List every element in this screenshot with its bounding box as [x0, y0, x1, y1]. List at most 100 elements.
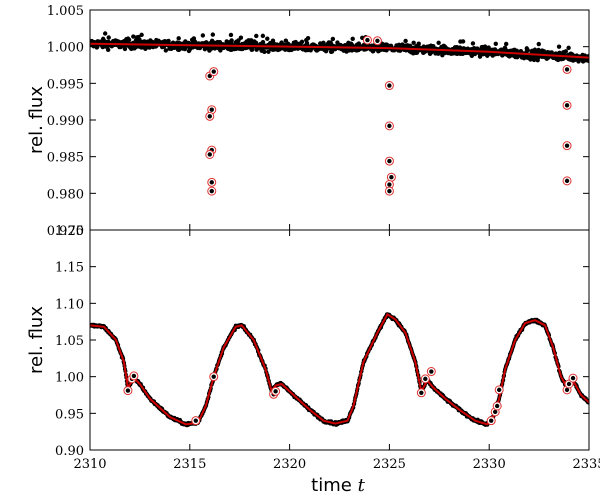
ytick-label: 1.005 [47, 4, 84, 19]
data-point [493, 41, 498, 46]
ytick-label: 0.975 [47, 224, 84, 239]
top-panel: 0.980 0.985 0.990 0.995 1.000 1.005 0.975 rel.… [26, 4, 590, 239]
data-point [139, 32, 144, 38]
bottom-xlabel: time t [311, 475, 365, 496]
ytick-label: 1.15 [55, 261, 84, 276]
outlier-point [489, 418, 494, 423]
data-point [299, 39, 305, 44]
data-point [531, 57, 537, 63]
data-point [436, 40, 441, 45]
data-point [403, 38, 408, 44]
xtick-label: 2325 [373, 457, 406, 472]
data-point [265, 36, 270, 41]
plot-area [90, 31, 589, 196]
data-point [246, 38, 251, 43]
xtick-label: 2320 [273, 457, 306, 472]
data-point [134, 35, 139, 40]
bottom-xlabel-text: time [311, 475, 352, 496]
data-point [131, 34, 136, 39]
data-point [122, 46, 128, 52]
xtick-label: 2315 [173, 457, 206, 472]
outlier-point [496, 387, 502, 393]
data-point [210, 32, 216, 37]
outlier-point [570, 375, 576, 381]
data-point [283, 38, 289, 43]
data-point [262, 49, 267, 55]
bottom-ticks-layer: 0.90 0.95 1.00 1.05 1.10 1.15 1.20 2310 2315 2320… [55, 224, 600, 472]
model-curve [90, 312, 589, 426]
top-ticks-layer: 0.980 0.985 0.990 0.995 1.000 1.005 0.975 [47, 4, 590, 239]
data-point [191, 36, 197, 41]
ytick-label: 1.000 [47, 41, 84, 56]
data-point [586, 58, 589, 64]
outlier-point [564, 178, 570, 184]
data-point [125, 36, 131, 41]
xtick-label: 2330 [473, 457, 506, 472]
data-point [330, 36, 336, 42]
ytick-label: 0.90 [55, 444, 84, 459]
data-point [106, 35, 111, 40]
data-point [260, 39, 266, 45]
data-point [411, 40, 416, 46]
ytick-label: 0.980 [47, 187, 84, 202]
outlier-point [389, 175, 394, 180]
bottom-ylabel: rel. flux [26, 306, 47, 374]
ytick-label: 0.995 [47, 77, 84, 92]
data-point [304, 37, 309, 43]
xtick-label: 2310 [73, 457, 106, 472]
outlier-point [564, 143, 570, 148]
data-point [416, 41, 421, 46]
outlier-point [387, 188, 392, 194]
outlier-point [131, 373, 137, 379]
outlier-point [209, 107, 214, 112]
bottom-panel: 0.90 0.95 1.00 1.05 1.10 1.15 1.20 2310 2315 2320… [26, 224, 600, 496]
data-point [260, 33, 266, 39]
outlier-point [494, 403, 500, 409]
ytick-label: 1.20 [55, 224, 84, 239]
outlier-point [419, 390, 424, 395]
outlier-point [423, 376, 428, 382]
outlier-point [209, 188, 214, 194]
data-point [253, 40, 259, 46]
outlier-point [387, 83, 392, 88]
ytick-label: 0.985 [47, 151, 84, 166]
data-point [524, 46, 529, 51]
outlier-point [209, 180, 214, 185]
outlier-point [125, 388, 131, 393]
data-point [566, 45, 571, 51]
top-series-layer [90, 31, 589, 196]
data-point [460, 39, 466, 44]
outlier-point [566, 381, 572, 387]
outlier-point [564, 387, 570, 393]
ytick-label: 0.95 [55, 407, 84, 422]
ytick-label: 1.10 [55, 297, 84, 312]
data-point [254, 33, 259, 39]
outlier-point [207, 152, 212, 157]
ytick-label: 1.05 [55, 334, 84, 349]
data-point [182, 46, 188, 52]
data-point [556, 44, 562, 49]
plot-area [90, 312, 589, 428]
bottom-xlabel-variable: t [358, 475, 366, 496]
ytick-label: 0.990 [47, 114, 84, 129]
outlier-point [211, 374, 216, 379]
outlier-point [273, 389, 278, 394]
data-point [163, 48, 169, 53]
data-point [293, 39, 298, 45]
outlier-point [365, 37, 370, 43]
ytick-label: 1.00 [55, 371, 84, 386]
outlier-point [564, 67, 570, 72]
data-point [176, 36, 181, 41]
data-point [470, 41, 476, 46]
bottom-series-layer [90, 312, 589, 428]
outlier-point [207, 114, 212, 119]
outlier-point [193, 418, 198, 423]
outlier-point [564, 103, 570, 108]
data-point [102, 31, 108, 36]
outlier-point [375, 38, 380, 43]
data-point [350, 36, 355, 42]
outlier-point [387, 182, 392, 187]
data-point [238, 35, 244, 40]
outlier-point [429, 369, 434, 374]
